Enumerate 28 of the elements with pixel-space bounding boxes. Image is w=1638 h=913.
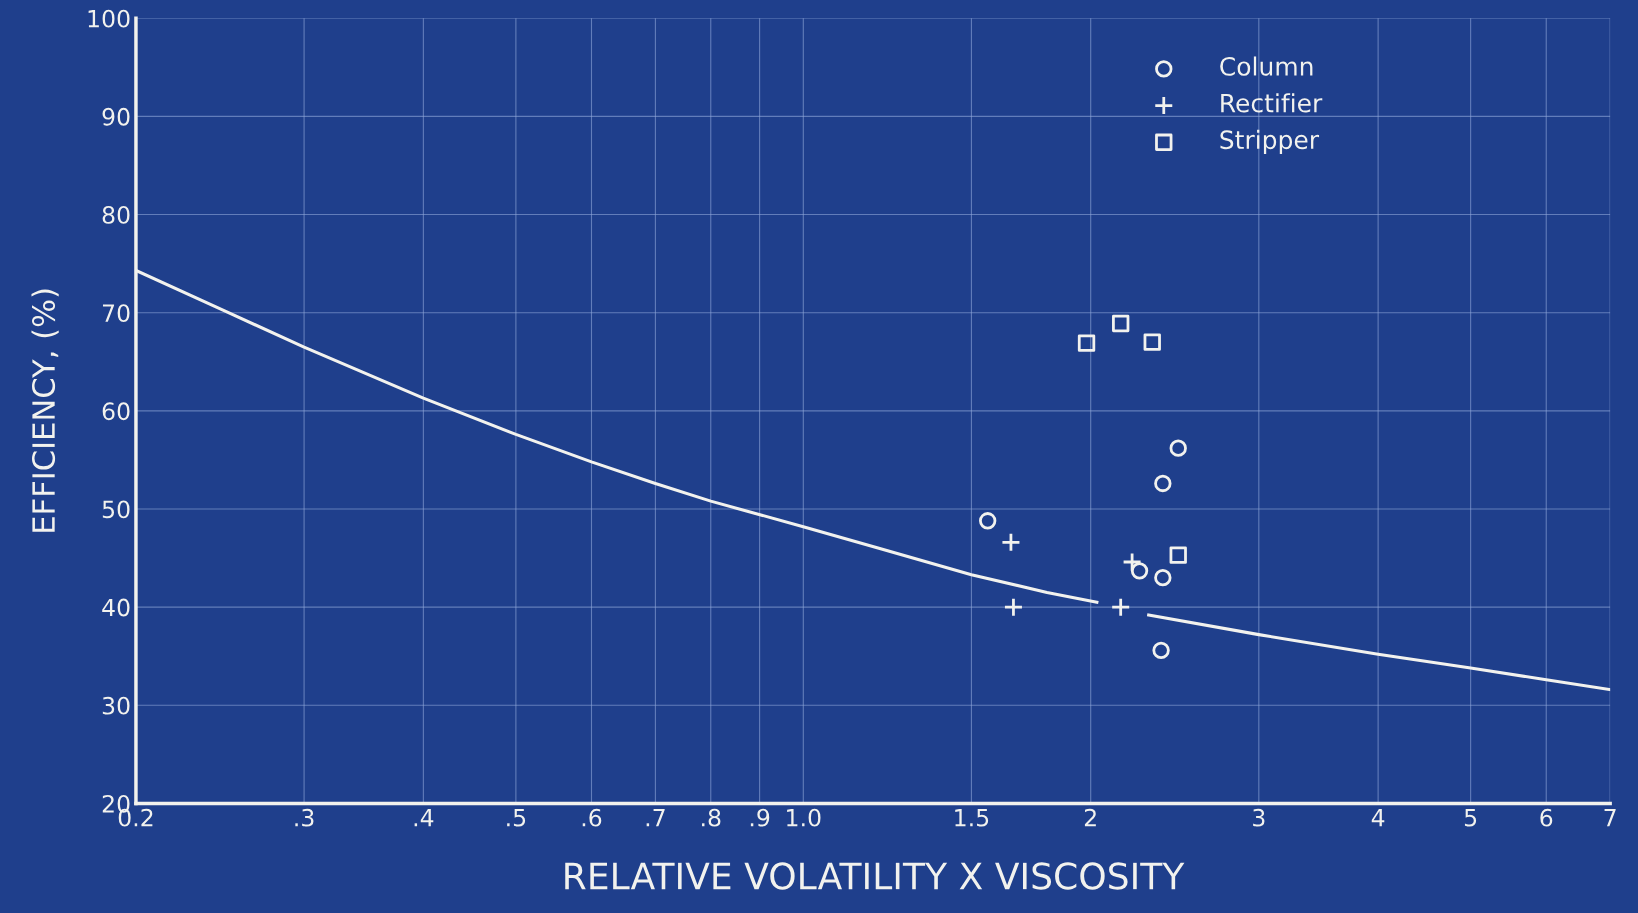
y-tick-label: 60 [102, 402, 130, 421]
x-tick-label: .5 [507, 809, 526, 827]
y-tick-label: 100 [88, 9, 130, 28]
x-tick-label: .3 [295, 808, 314, 827]
x-tick-label: .9 [750, 808, 770, 827]
x-tick-label: 1.5 [955, 809, 989, 827]
y-tick-label: 50 [102, 500, 130, 519]
x-tick-label: 3 [1253, 808, 1265, 827]
x-tick-label: 7 [1604, 809, 1616, 827]
x-tick-label: 6 [1540, 808, 1553, 827]
x-tick-label: .7 [646, 809, 665, 827]
y-tick-label: 40 [102, 598, 130, 617]
x-tick-label: 1.0 [787, 808, 821, 827]
y-tick-label: 80 [102, 206, 130, 224]
legend-label: Column [1220, 56, 1313, 76]
x-tick-label: .8 [702, 808, 721, 827]
y-tick-label: 90 [102, 107, 130, 126]
legend-label: Rectifier [1221, 93, 1323, 113]
legend-label: Stripper [1220, 129, 1320, 155]
x-tick-label: 4 [1371, 809, 1385, 827]
y-tick-label: 70 [102, 304, 130, 323]
y-tick-label: 30 [102, 696, 130, 715]
x-tick-label: .4 [414, 809, 434, 827]
y-axis-title: EFFICIENCY, (%) [31, 289, 59, 532]
x-tick-label: 2 [1084, 808, 1096, 827]
x-axis-title: RELATIVE VOLATILITY X VISCOSITY [565, 862, 1185, 890]
x-tick-label: 5 [1464, 809, 1477, 827]
x-tick-label: .6 [582, 808, 602, 827]
